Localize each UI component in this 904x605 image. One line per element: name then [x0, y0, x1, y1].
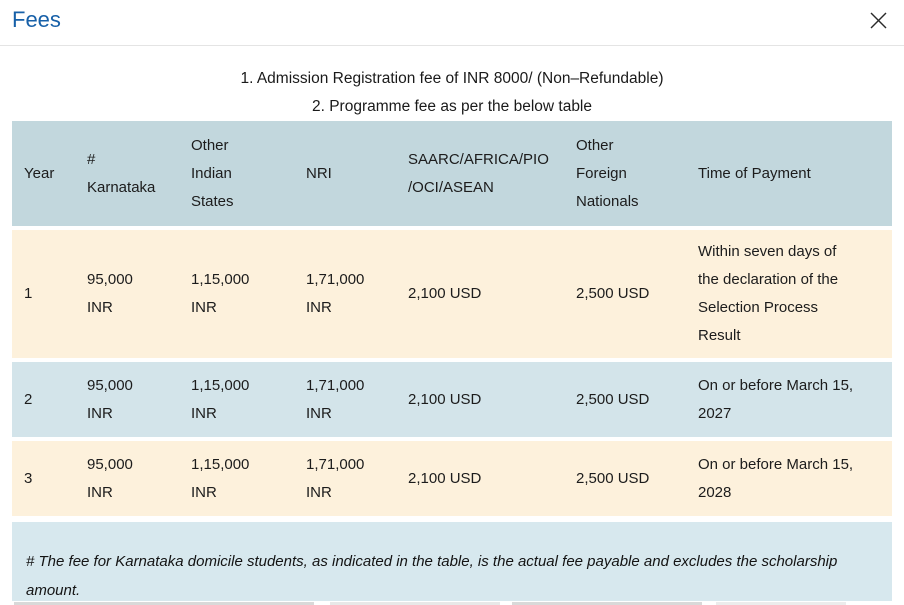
- intro-line-2: 2. Programme fee as per the below table: [311, 98, 592, 115]
- column-header-karnataka: # Karnataka: [87, 150, 156, 196]
- cell-foreign-fee: 2,500 USD: [576, 469, 650, 487]
- clipped-content-edge: [0, 601, 904, 605]
- column-header-nri: NRI: [306, 164, 332, 182]
- column-header-other-foreign-nationals: Other Foreign Nationals: [576, 136, 639, 210]
- table-row-year-2: 2 95,000 INR 1,15,000 INR 1,71,000 INR 2…: [12, 362, 892, 437]
- table-row-year-1: 1 95,000 INR 1,15,000 INR 1,71,000 INR 2…: [12, 230, 892, 358]
- cell-karnataka-fee: 95,000 INR: [87, 271, 133, 316]
- cell-nri-fee: 1,71,000 INR: [306, 271, 365, 316]
- cell-other-states-fee: 1,15,000 INR: [191, 376, 250, 422]
- cell-saarc-fee: 2,100 USD: [408, 285, 482, 302]
- cell-foreign-fee: 2,500 USD: [576, 285, 650, 302]
- table-row-year-3: 3 95,000 INR 1,15,000 INR 1,71,000 INR 2…: [12, 441, 892, 516]
- column-header-other-indian-states: Other Indian States: [191, 136, 234, 210]
- cell-nri-fee: 1,71,000 INR: [306, 376, 365, 422]
- column-header-time-of-payment: Time of Payment: [698, 164, 811, 182]
- cell-karnataka-fee: 95,000 INR: [87, 376, 133, 422]
- cell-time-of-payment: On or before March 15, 2027: [698, 376, 854, 422]
- column-header-year: Year: [24, 164, 55, 182]
- intro-text: 1. Admission Registration fee of INR 800…: [0, 65, 904, 121]
- cell-saarc-fee: 2,100 USD: [408, 469, 482, 487]
- cell-time-of-payment: Within seven days of the declaration of …: [698, 243, 839, 344]
- modal-header: Fees: [0, 0, 904, 46]
- column-header-saarc: SAARC/AFRICA/PIO /OCI/ASEAN: [408, 150, 549, 196]
- cell-saarc-fee: 2,100 USD: [408, 390, 482, 408]
- clipped-segment: [14, 602, 314, 605]
- cell-other-states-fee: 1,15,000 INR: [191, 271, 250, 316]
- cell-karnataka-fee: 95,000 INR: [87, 455, 133, 501]
- cell-nri-fee: 1,71,000 INR: [306, 455, 365, 501]
- table-header-row: Year # Karnataka Other Indian States NRI…: [12, 121, 892, 226]
- close-button[interactable]: [867, 9, 889, 31]
- clipped-segment: [716, 602, 846, 605]
- cell-time-of-payment: On or before March 15, 2028: [698, 455, 854, 501]
- modal-title: Fees: [12, 7, 61, 32]
- clipped-segment: [512, 602, 702, 605]
- intro-line-1: 1. Admission Registration fee of INR 800…: [240, 70, 664, 87]
- cell-year: 3: [24, 469, 33, 487]
- fees-table: Year # Karnataka Other Indian States NRI…: [12, 117, 892, 520]
- cell-year: 1: [24, 285, 33, 302]
- cell-other-states-fee: 1,15,000 INR: [191, 455, 250, 501]
- karnataka-fee-note: # The fee for Karnataka domicile student…: [12, 522, 892, 601]
- cell-year: 2: [24, 390, 33, 408]
- clipped-segment: [330, 602, 500, 605]
- cell-foreign-fee: 2,500 USD: [576, 390, 650, 408]
- close-icon: [870, 12, 886, 28]
